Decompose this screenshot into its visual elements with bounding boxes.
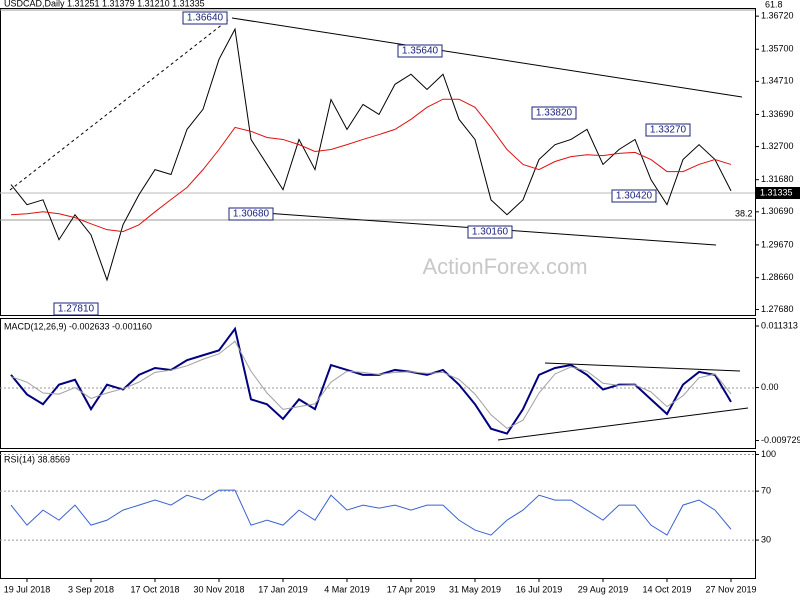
series-line (10, 340, 732, 430)
trend-line (9, 19, 229, 191)
price-label: 1.27810 (58, 304, 95, 315)
y-tick-label: 0.011313 (761, 320, 798, 330)
x-tick-label: 4 Mar 2019 (324, 584, 370, 594)
x-tick-label: 3 Sep 2018 (68, 584, 114, 594)
x-tick-label: 29 Aug 2019 (578, 584, 629, 594)
y-tick-label: 1.35700 (761, 44, 794, 54)
price-label-box (611, 189, 657, 203)
y-tick-label: 1.36720 (761, 11, 794, 21)
y-tick-label: 1.27680 (761, 304, 794, 314)
trend-line (544, 362, 741, 372)
y-tick-label: 30 (761, 534, 771, 544)
price-label-box (397, 44, 443, 58)
price-label-box (645, 123, 691, 137)
series-line (10, 98, 732, 233)
price-label: 1.35640 (402, 46, 439, 57)
price-label-box (228, 207, 274, 221)
y-tick-label: 1.31680 (761, 174, 794, 184)
price-label: 1.30680 (233, 209, 270, 220)
y-tick-label: 1.30690 (761, 206, 794, 216)
x-tick-label: 19 Jul 2018 (4, 584, 51, 594)
trend-line (497, 407, 749, 441)
macd-title: MACD(12,26,9) -0.002633 -0.001160 (4, 321, 152, 331)
price-label: 1.36640 (187, 13, 224, 24)
rsi-title: RSI(14) 38.8569 (4, 454, 70, 464)
series-line (10, 27, 732, 282)
price-label: 1.33270 (650, 125, 687, 136)
fib-label: 38.2 (735, 208, 753, 218)
last-price-box (756, 187, 800, 199)
y-tick-label: 1.34710 (761, 76, 794, 86)
x-tick-label: 14 Oct 2019 (642, 584, 691, 594)
series-line (10, 326, 732, 435)
macd-panel (0, 318, 756, 449)
price-label-box (531, 106, 577, 120)
price-label: 1.30420 (616, 191, 653, 202)
y-tick-label: 1.32700 (761, 141, 794, 151)
y-tick-label: 70 (761, 486, 771, 496)
y-tick-label: 100 (761, 449, 776, 459)
y-tick-label: 1.28660 (761, 272, 794, 282)
x-tick-label: 17 Jan 2019 (258, 584, 308, 594)
y-tick-label: 0.00 (761, 382, 779, 392)
x-tick-label: 16 Jul 2019 (516, 584, 563, 594)
x-tick-label: 27 Nov 2019 (705, 584, 756, 594)
watermark: ActionForex.com (422, 254, 587, 279)
x-tick-label: 30 Nov 2018 (193, 584, 244, 594)
series-line (10, 489, 732, 536)
x-tick-label: 17 Oct 2018 (130, 584, 179, 594)
last-price-label: 1.31335 (760, 187, 793, 197)
price-label: 1.33820 (536, 108, 573, 119)
price-title: USDCAD,Daily 1.31251 1.31379 1.31210 1.3… (4, 0, 205, 8)
price-panel (0, 8, 756, 316)
x-tick-label: 17 Apr 2019 (387, 584, 436, 594)
y-tick-label: -0.009729 (761, 435, 800, 445)
price-label-box (467, 225, 513, 239)
x-tick-label: 31 May 2019 (449, 584, 501, 594)
fib-label: 61.8 (765, 0, 783, 9)
price-label-box (182, 11, 228, 25)
price-label: 1.30160 (472, 227, 509, 238)
trend-line (231, 17, 743, 98)
price-label-box (53, 302, 99, 316)
y-tick-label: 1.29670 (761, 239, 794, 249)
y-tick-label: 1.33690 (761, 109, 794, 119)
rsi-panel (0, 451, 756, 579)
